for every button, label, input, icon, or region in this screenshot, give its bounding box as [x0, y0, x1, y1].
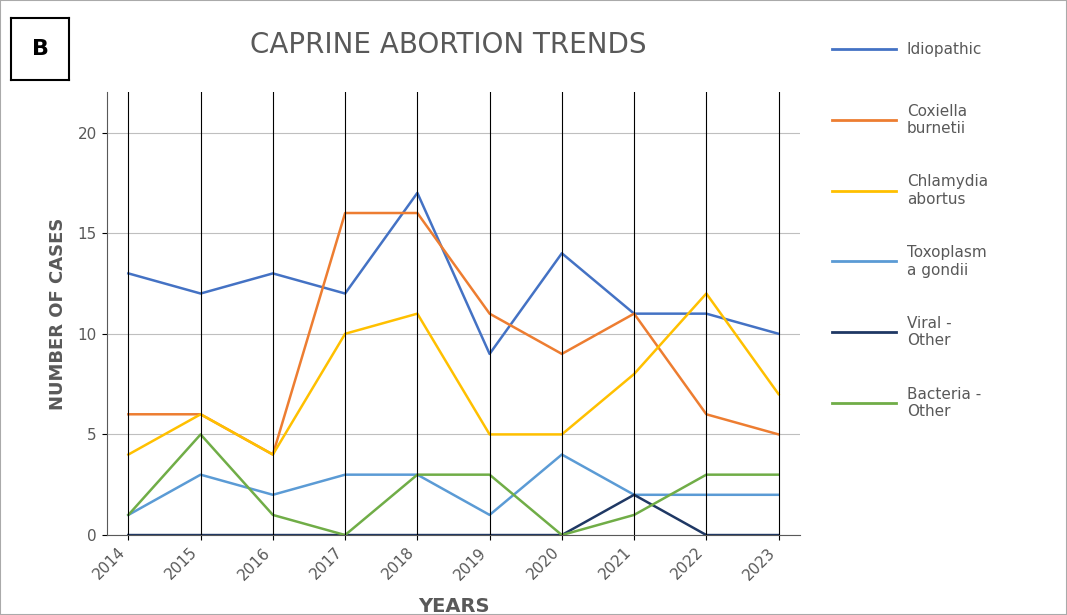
- Text: Coxiella
burnetii: Coxiella burnetii: [907, 104, 967, 136]
- Text: B: B: [32, 39, 48, 59]
- Text: Bacteria -
Other: Bacteria - Other: [907, 387, 982, 419]
- X-axis label: YEARS: YEARS: [417, 597, 490, 615]
- Text: Toxoplasm
a gondii: Toxoplasm a gondii: [907, 245, 987, 277]
- Text: Viral -
Other: Viral - Other: [907, 316, 952, 348]
- Text: CAPRINE ABORTION TRENDS: CAPRINE ABORTION TRENDS: [250, 31, 647, 59]
- Text: Idiopathic: Idiopathic: [907, 42, 983, 57]
- Y-axis label: NUMBER OF CASES: NUMBER OF CASES: [49, 218, 66, 410]
- Text: Chlamydia
abortus: Chlamydia abortus: [907, 175, 988, 207]
